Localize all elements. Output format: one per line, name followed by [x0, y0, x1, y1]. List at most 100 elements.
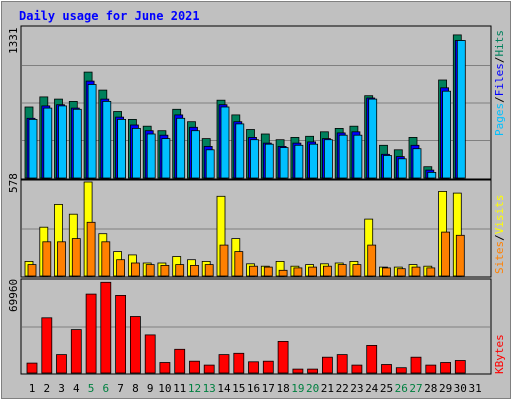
kbytes-bar: [144, 334, 156, 374]
x-tick-label: 27: [409, 382, 422, 395]
legend-kbytes: KBytes: [493, 334, 506, 374]
pages-bar: [87, 84, 97, 179]
x-tick-label: 20: [306, 382, 319, 395]
kbytes-bar: [336, 354, 348, 374]
kbytes-bar: [174, 348, 186, 374]
kbytes-bar: [70, 329, 82, 374]
x-tick-label: 12: [188, 382, 201, 395]
pages-bar: [294, 144, 304, 179]
legend-entry: Visits: [493, 195, 506, 235]
sites-bar: [42, 241, 52, 277]
sites-bar: [396, 268, 406, 277]
kbytes-bar: [277, 340, 289, 374]
x-tick-label: 1: [29, 382, 36, 395]
sites-bar: [367, 244, 377, 277]
sites-bar: [57, 241, 66, 277]
x-tick-label: 23: [350, 382, 363, 395]
x-tick-label: 4: [73, 382, 80, 395]
kbytes-bar: [248, 361, 259, 374]
kbytes-bar: [381, 364, 392, 374]
pages-bar: [161, 138, 171, 179]
x-tick-label: 7: [117, 382, 124, 395]
legend-entry: /: [493, 57, 506, 64]
pages-bar: [176, 117, 186, 179]
pages-bar: [338, 134, 348, 179]
x-tick-label: 10: [158, 382, 171, 395]
x-tick-label: 19: [291, 382, 304, 395]
kbytes-bar: [425, 364, 437, 374]
sites-bar: [71, 238, 81, 277]
x-axis-labels: 1 2 3 4 5 6 7 8 9 10 11 12 13 14 15 16 17 18 19 20 21 22 23 24 2…: [29, 382, 482, 395]
pages-bar: [383, 155, 392, 179]
x-tick-label: 5: [88, 382, 95, 395]
sites-bar: [204, 264, 214, 277]
x-tick-label: 28: [424, 382, 437, 395]
kbytes-bar: [85, 293, 97, 374]
kbytes-bar: [454, 360, 466, 374]
pages-bar: [220, 106, 230, 179]
kbytes-bar: [41, 317, 53, 374]
sites-bar: [145, 264, 155, 277]
x-tick-label: 13: [203, 382, 216, 395]
sites-bar: [86, 221, 96, 277]
x-tick-label: 9: [147, 382, 154, 395]
pages-bar: [102, 101, 112, 179]
kbytes-bar: [351, 364, 363, 374]
pages-bar: [205, 149, 215, 179]
kbytes-bar: [218, 354, 230, 374]
sites-bar: [322, 265, 332, 277]
legend-entry: Sites: [493, 241, 506, 274]
kbytes-bar: [395, 367, 407, 374]
kbytes-bar: [262, 360, 274, 374]
kbytes-bar: [233, 352, 245, 374]
sites-bar: [441, 231, 451, 277]
x-tick-label: 17: [262, 382, 275, 395]
sites-bar: [234, 251, 244, 277]
sites-bar: [219, 244, 229, 277]
kbytes-bar: [189, 360, 200, 374]
sites-bar: [130, 262, 140, 277]
top-ymax-label: 1331: [7, 28, 20, 55]
pages-bar: [427, 171, 437, 179]
sites-bar: [426, 267, 436, 277]
pages-bar: [191, 130, 200, 179]
pages-bar: [323, 139, 333, 179]
x-tick-label: 25: [380, 382, 393, 395]
legend-entry: Files: [493, 63, 506, 96]
pages-bar: [397, 158, 407, 179]
legend-sites-visits: Sites/Visits: [493, 195, 506, 275]
x-tick-label: 30: [454, 382, 467, 395]
sites-bar: [249, 265, 258, 277]
pages-bar: [456, 40, 466, 179]
kbytes-bar: [366, 344, 378, 374]
kbytes-bar: [26, 362, 38, 374]
sites-bar: [352, 264, 362, 277]
kbytes-bar: [159, 362, 171, 374]
bottom-ymax-label: 69960: [7, 279, 20, 312]
x-tick-label: 14: [217, 382, 231, 395]
bars: [24, 34, 466, 374]
sites-bar: [455, 234, 465, 277]
x-tick-label: 29: [439, 382, 452, 395]
sites-bar: [101, 241, 111, 277]
chart-title: Daily usage for June 2021: [19, 9, 200, 23]
kbytes-bar: [440, 362, 452, 374]
pages-bar: [412, 148, 422, 179]
middle-ymax-label: 578: [7, 173, 20, 193]
sites-bar: [337, 264, 347, 277]
pages-bar: [146, 133, 156, 179]
pages-bar: [353, 134, 363, 179]
pages-bar: [43, 107, 53, 179]
sites-bar: [175, 264, 185, 277]
legend-entry: /: [493, 96, 506, 103]
pages-bar: [131, 127, 141, 179]
sites-bar: [27, 264, 37, 277]
kbytes-bar: [56, 354, 67, 374]
sites-bar: [116, 259, 125, 277]
pages-bar: [28, 119, 38, 179]
x-tick-label: 16: [247, 382, 260, 395]
legend-entry: /: [493, 234, 506, 241]
legend-entry: KBytes: [493, 334, 506, 374]
pages-bar: [279, 147, 289, 179]
